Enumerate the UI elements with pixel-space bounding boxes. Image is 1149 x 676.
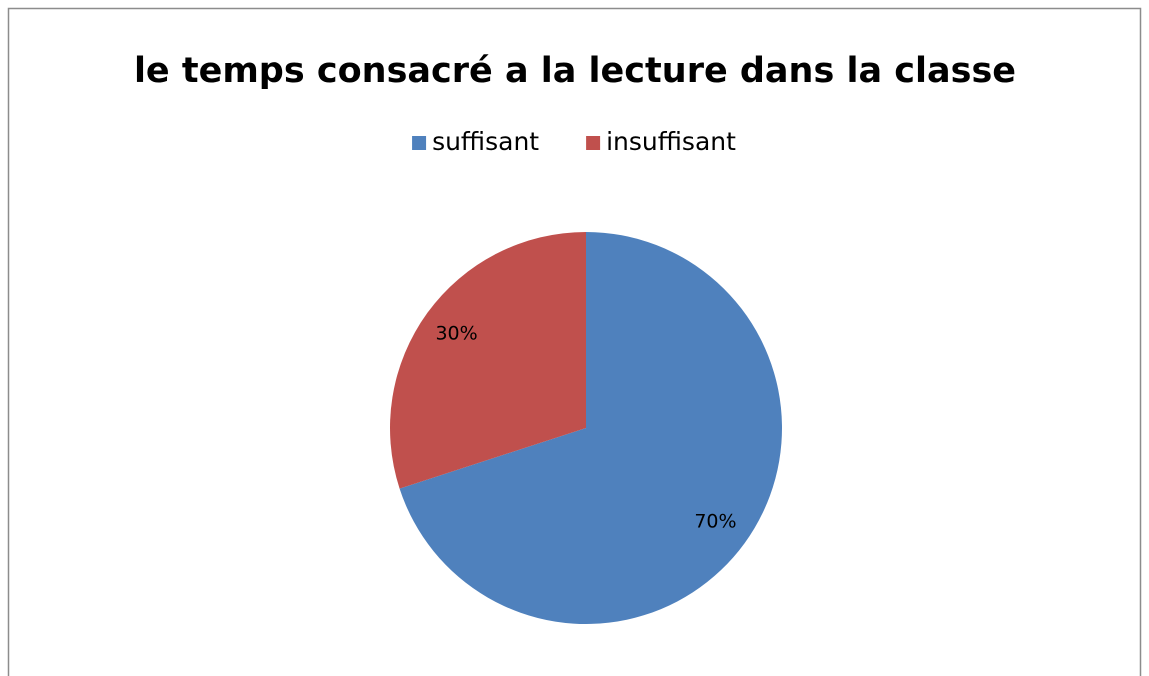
legend-swatch	[412, 136, 427, 150]
legend-label: insuffisant	[606, 127, 736, 156]
pie-slice	[390, 232, 586, 489]
legend-swatch	[586, 136, 601, 150]
data-label: 30%	[435, 322, 477, 344]
chart-title: le temps consacré a la lecture dans la c…	[134, 51, 1016, 91]
data-label: 70%	[694, 511, 736, 533]
pie-slice	[399, 232, 782, 625]
legend-label: suffisant	[432, 127, 539, 156]
